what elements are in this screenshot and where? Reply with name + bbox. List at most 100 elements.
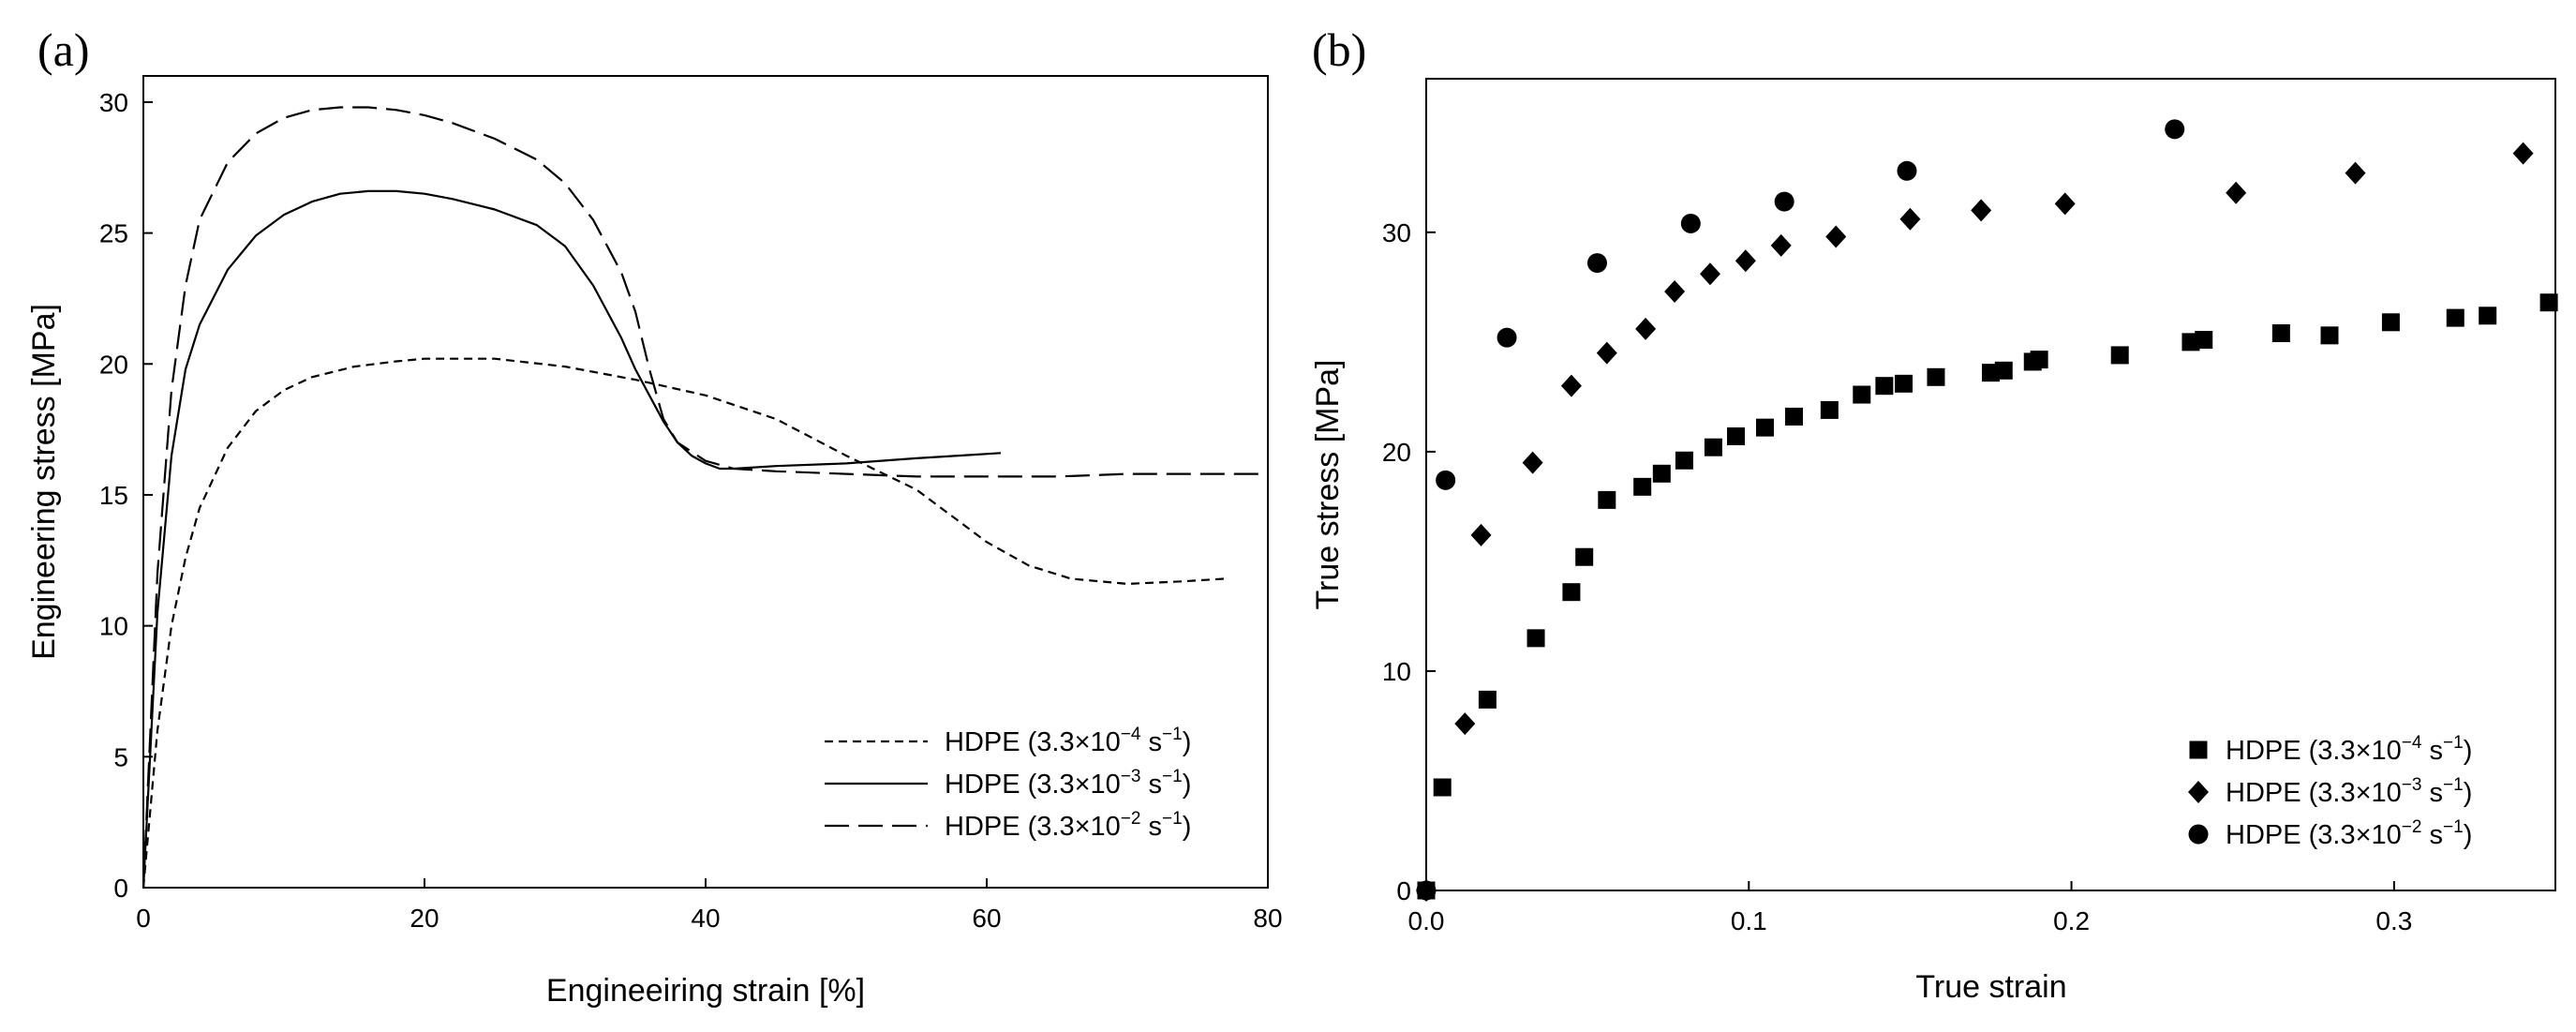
panel-a-series-group <box>141 106 1268 889</box>
panel-b: (b) 0.0 0.1 0.2 0.3 0 10 20 30 True strain True… <box>1310 23 2558 1005</box>
panel-b-point-diamond <box>2054 192 2076 216</box>
panel-b-point-square <box>1727 427 1746 446</box>
panel-b-point-circle <box>1416 880 1437 901</box>
panel-a-legend-entry-1: HDPE (3.3×10−3 s−1) <box>945 767 1191 800</box>
panel-b-point-diamond <box>1699 262 1720 286</box>
panel-b-point-square <box>2539 293 2558 312</box>
panel-b-legend-entry-0-main: HDPE (3.3×10 <box>2226 736 2402 766</box>
panel-a-y-tick-label: 0 <box>113 874 128 903</box>
panel-b-x-tick-label: 0.0 <box>1408 906 1445 935</box>
panel-b-point-square <box>2271 324 2290 343</box>
panel-b-y-tick-label: 10 <box>1382 657 1411 686</box>
panel-a-legend-entry-0-exp: −4 <box>1121 725 1141 744</box>
panel-b-legend-square-swatch <box>2189 740 2208 759</box>
panel-b-x-tick-label: 0.1 <box>1731 906 1767 935</box>
panel-a: (a) 0 20 40 60 80 0 5 10 15 20 25 30 Engineeiring s… <box>26 23 1283 1009</box>
panel-a-x-tick-label: 60 <box>972 904 1001 933</box>
panel-b-point-square <box>1756 418 1774 437</box>
panel-b-ticks: 0.0 0.1 0.2 0.3 0 10 20 30 <box>1382 218 2412 935</box>
panel-b-point-square <box>1994 361 2013 380</box>
panel-b-point-square <box>2446 308 2464 327</box>
panel-a-ticks: 0 20 40 60 80 0 5 10 15 20 25 30 <box>99 88 1283 933</box>
panel-a-x-tick-label: 0 <box>136 904 151 933</box>
panel-b-point-square <box>2381 313 2400 332</box>
panel-b-point-square <box>1820 400 1839 419</box>
panel-b-point-square <box>1927 367 1945 386</box>
panel-b-point-square <box>2110 346 2129 365</box>
panel-a-legend: HDPE (3.3×10−4 s−1) HDPE (3.3×10−3 s−1) HD… <box>825 725 1191 842</box>
panel-b-plot-frame <box>1425 78 2556 891</box>
panel-b-point-circle <box>1586 253 1607 274</box>
panel-b-legend-entry-2-unit: s <box>2421 820 2443 850</box>
panel-b-legend-circle-swatch <box>2188 824 2209 845</box>
panel-b-legend-entry-2: HDPE (3.3×10−2 s−1) <box>2226 817 2472 850</box>
panel-b-point-square <box>1526 629 1545 648</box>
panel-b-point-square <box>1598 490 1616 509</box>
panel-b-point-circle <box>1436 470 1456 490</box>
panel-b-point-square <box>1853 385 1871 404</box>
panel-b-point-square <box>1675 451 1693 470</box>
panel-b-point-square <box>1633 477 1652 496</box>
panel-b-point-diamond <box>1735 249 1756 273</box>
panel-b-legend-entry-0-exp: −4 <box>2402 733 2422 753</box>
panel-a-y-tick-label: 25 <box>99 219 128 248</box>
panel-b-point-diamond <box>1522 451 1543 474</box>
panel-a-legend-entry-0: HDPE (3.3×10−4 s−1) <box>945 725 1191 757</box>
panel-b-point-circle <box>1774 191 1794 212</box>
panel-a-legend-entry-2-exp: −2 <box>1121 809 1141 829</box>
panel-a-legend-entry-1-exp: −3 <box>1121 767 1141 786</box>
panel-b-legend-entry-0-unit-exp: −1 <box>2443 733 2464 753</box>
panel-b-point-circle <box>1897 160 1917 181</box>
panel-b-point-diamond <box>1470 523 1492 546</box>
panel-b-x-tick-label: 0.2 <box>2053 906 2090 935</box>
panel-b-legend-entry-1: HDPE (3.3×10−3 s−1) <box>2226 775 2472 808</box>
panel-a-legend-entry-1-unit: s <box>1140 770 1162 800</box>
panel-b-point-square <box>2320 326 2339 345</box>
panel-b-series-group <box>1416 119 2558 902</box>
panel-b-point-diamond <box>1899 207 1921 231</box>
panel-a-plot-frame <box>142 75 1269 889</box>
panel-a-legend-entry-1-close: ) <box>1183 770 1192 800</box>
panel-b-legend: HDPE (3.3×10−4 s−1)HDPE (3.3×10−3 s−1)HD… <box>2188 733 2472 850</box>
panel-b-point-square <box>1875 377 1894 396</box>
panel-a-x-tick-label: 40 <box>691 904 720 933</box>
panel-a-y-tick-label: 5 <box>113 742 128 771</box>
panel-a-y-tick-label: 10 <box>99 612 128 641</box>
panel-b-y-tick-label: 0 <box>1396 876 1411 905</box>
panel-b-y-tick-label: 30 <box>1382 218 1411 247</box>
panel-b-label: (b) <box>1312 23 1366 76</box>
panel-b-point-circle <box>1496 327 1517 348</box>
panel-b-point-diamond <box>1664 280 1686 304</box>
panel-b-point-square <box>1895 374 1913 393</box>
panel-b-y-tick-label: 20 <box>1382 438 1411 467</box>
panel-a-x-tick-label: 20 <box>409 904 439 933</box>
panel-b-x-axis-label: True strain <box>1915 969 2066 1005</box>
panel-a-legend-entry-0-unit: s <box>1140 727 1162 757</box>
panel-b-legend-entry-2-main: HDPE (3.3×10 <box>2226 820 2402 850</box>
panel-a-legend-entry-2-unit: s <box>1140 812 1162 842</box>
panel-b-point-circle <box>1680 213 1701 233</box>
panel-b-point-diamond <box>2345 161 2366 185</box>
panel-a-y-tick-label: 30 <box>99 88 128 117</box>
panel-a-series-dotted-line <box>141 357 1227 889</box>
panel-a-legend-entry-2-close: ) <box>1183 812 1192 842</box>
panel-b-point-diamond <box>1825 225 1847 248</box>
panel-b-legend-entry-1-unit-exp: −1 <box>2443 775 2464 795</box>
panel-a-legend-entry-0-main: HDPE (3.3×10 <box>945 727 1121 757</box>
panel-b-point-circle <box>2165 119 2185 140</box>
panel-b-legend-entry-2-exp: −2 <box>2402 817 2422 837</box>
panel-a-y-tick-label: 15 <box>99 481 128 510</box>
panel-a-legend-entry-2: HDPE (3.3×10−2 s−1) <box>945 809 1191 842</box>
panel-b-point-square <box>2030 351 2048 369</box>
panel-b-point-diamond <box>2226 181 2247 204</box>
panel-b-point-diamond <box>2512 142 2534 165</box>
panel-b-y-axis-label: True stress [MPa] <box>1310 359 1346 609</box>
panel-b-point-diamond <box>1770 233 1792 257</box>
panel-b-point-square <box>1575 547 1594 566</box>
panel-b-legend-diamond-swatch <box>2188 781 2209 803</box>
panel-b-legend-entry-1-main: HDPE (3.3×10 <box>2226 778 2402 808</box>
panel-a-legend-entry-0-close: ) <box>1183 727 1192 757</box>
panel-b-point-square <box>1652 464 1671 483</box>
panel-b-legend-entry-1-exp: −3 <box>2402 775 2422 795</box>
